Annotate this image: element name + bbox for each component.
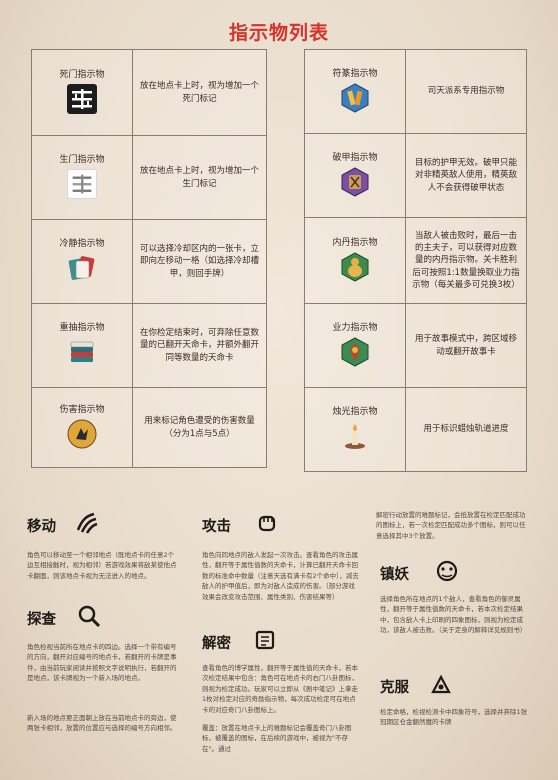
move-text: 角色可以移动至一个相邻地点（既地点卡的任意2个边互相接触时，视为相邻）若游戏效果… bbox=[27, 551, 177, 580]
token-name: 内丹指示物 bbox=[332, 238, 378, 248]
table-row: 重抽指示物 在你检定结束时，可弃除任意数量的已翻开天命卡，并额外翻开同等数量的天… bbox=[31, 303, 267, 388]
token-name: 破甲指示物 bbox=[332, 153, 378, 163]
table-row: 符篆指示物 司天派系专用指示物 bbox=[304, 49, 527, 134]
token-desc: 当敌人被击败时，最后一击的主夫子，可以获得对应数量的内丹指示物。关卡胜利后可按照… bbox=[405, 217, 527, 304]
page-title: 指示物列表 bbox=[228, 22, 329, 44]
table-row: 伤害指示物 用来标记角色遭受的伤害数量（分为1点与5点） bbox=[31, 387, 267, 468]
token-desc: 用于标识蜡烛轨道进度 bbox=[405, 387, 527, 472]
decipher-text-2: 覆盖：放置在地点卡上的难题标记会覆盖奇门八卦图标，被覆盖的图标，在后续的游戏中，… bbox=[202, 724, 352, 753]
decipher-text-1: 查看角色的博学属性，翻开等于属性值的天命卡，若本次检定结果中包含：角色可在地点卡… bbox=[202, 664, 358, 714]
token-name: 死门指示物 bbox=[59, 70, 105, 80]
decipher-heading: 解密 bbox=[202, 636, 231, 652]
token-name: 生门指示物 bbox=[59, 155, 105, 165]
candle-icon bbox=[340, 421, 370, 451]
attack-text: 角色向同地点的敌人发起一次攻击。查看角色的攻击属性，翻开等于属性值数的天命卡，计… bbox=[202, 551, 359, 601]
attack-heading: 攻击 bbox=[202, 519, 231, 535]
explore-text-2: 新入场的地点要正面朝上放在当前地点卡的旁边，使两张卡相邻，放置的位置应与选择的编… bbox=[27, 714, 177, 733]
armor-break-icon bbox=[340, 167, 370, 197]
decipher-scroll-icon bbox=[252, 627, 278, 653]
token-name: 符篆指示物 bbox=[332, 69, 378, 79]
table-row: 冷静指示物 可以选择冷却区内的一张卡，立即向左移动一格（如选择冷却槽甲，则回手牌… bbox=[31, 219, 267, 304]
table-row: 生门指示物 放在地点卡上时，视为增加一个生门标记 bbox=[31, 135, 267, 220]
token-desc: 司天派系专用指示物 bbox=[405, 49, 527, 134]
life-gate-icon bbox=[67, 169, 97, 199]
token-name: 冷静指示物 bbox=[59, 239, 105, 249]
talisman-icon bbox=[340, 83, 370, 113]
damage-icon bbox=[67, 419, 97, 449]
suppress-demon-icon bbox=[434, 558, 460, 584]
move-icon bbox=[74, 510, 100, 536]
table-row: 死门指示物 放在地点卡上时，视为增加一个死门标记 bbox=[31, 49, 267, 136]
explore-text-1: 角色检视当前所在地点卡的四边。选择一个带有编号的方向，翻开对应编号的地点卡，若翻… bbox=[27, 643, 177, 683]
redraw-stack-icon bbox=[67, 337, 97, 367]
token-name: 烛光指示物 bbox=[332, 407, 378, 417]
token-name: 重抽指示物 bbox=[59, 323, 105, 333]
table-row: 烛光指示物 用于标识蜡烛轨道进度 bbox=[304, 387, 527, 472]
attack-fist-icon bbox=[255, 510, 281, 536]
token-desc: 目标的护甲无效。破甲只能对非精英敌人使用，精英敌人不会获得破甲状态 bbox=[405, 133, 527, 218]
token-desc: 在你检定结束时，可弃除任意数量的已翻开天命卡，并额外翻开同等数量的天命卡 bbox=[132, 303, 267, 388]
table-row: 业力指示物 用于故事模式中，跨区域移动或翻开故事卡 bbox=[304, 303, 527, 388]
explore-icon bbox=[76, 603, 102, 629]
restrain-icon bbox=[428, 672, 454, 698]
decipher-continuation-text: 解密行动放置的难题标记，会抵放置在检定匹配成功的图标上，若一次检定匹配成功多个图… bbox=[376, 511, 526, 540]
explore-heading: 探查 bbox=[27, 612, 56, 628]
suppress-text: 选择角色所在地点的1个敌人，查看角色的御灵属性，翻开等于属性值数的天命卡，若本次… bbox=[380, 595, 527, 635]
death-gate-icon bbox=[67, 84, 97, 114]
token-desc: 放在地点卡上时，视为增加一个死门标记 bbox=[132, 49, 267, 136]
left-token-table: 死门指示物 放在地点卡上时，视为增加一个死门标记 生门指示物 放在地点卡上时，视… bbox=[31, 49, 267, 468]
token-desc: 可以选择冷却区内的一张卡，立即向左移动一格（如选择冷却槽甲，则回手牌） bbox=[132, 219, 267, 304]
inner-elixir-icon bbox=[340, 252, 370, 282]
restrain-text: 检定命格，检视检测卡中四象符号，选择并弃除1张冠期区仓金翻然魔的卡牌 bbox=[380, 708, 528, 727]
calm-cards-icon bbox=[67, 253, 97, 283]
suppress-heading: 镇妖 bbox=[380, 567, 409, 583]
token-name: 伤害指示物 bbox=[59, 405, 105, 415]
token-desc: 放在地点卡上时，视为增加一个生门标记 bbox=[132, 135, 267, 220]
token-desc: 用于故事模式中，跨区域移动或翻开故事卡 bbox=[405, 303, 527, 388]
right-token-table: 符篆指示物 司天派系专用指示物 破甲指示物 目标的护甲无效。破甲只能对非精英敌人… bbox=[304, 49, 527, 472]
restrain-heading: 克服 bbox=[380, 680, 409, 696]
karma-icon bbox=[340, 337, 370, 367]
move-heading: 移动 bbox=[27, 519, 56, 535]
token-desc: 用来标记角色遭受的伤害数量（分为1点与5点） bbox=[132, 387, 267, 468]
table-row: 破甲指示物 目标的护甲无效。破甲只能对非精英敌人使用，精英敌人不会获得破甲状态 bbox=[304, 133, 527, 218]
token-name: 业力指示物 bbox=[332, 323, 378, 333]
table-row: 内丹指示物 当敌人被击败时，最后一击的主夫子，可以获得对应数量的内丹指示物。关卡… bbox=[304, 217, 527, 304]
